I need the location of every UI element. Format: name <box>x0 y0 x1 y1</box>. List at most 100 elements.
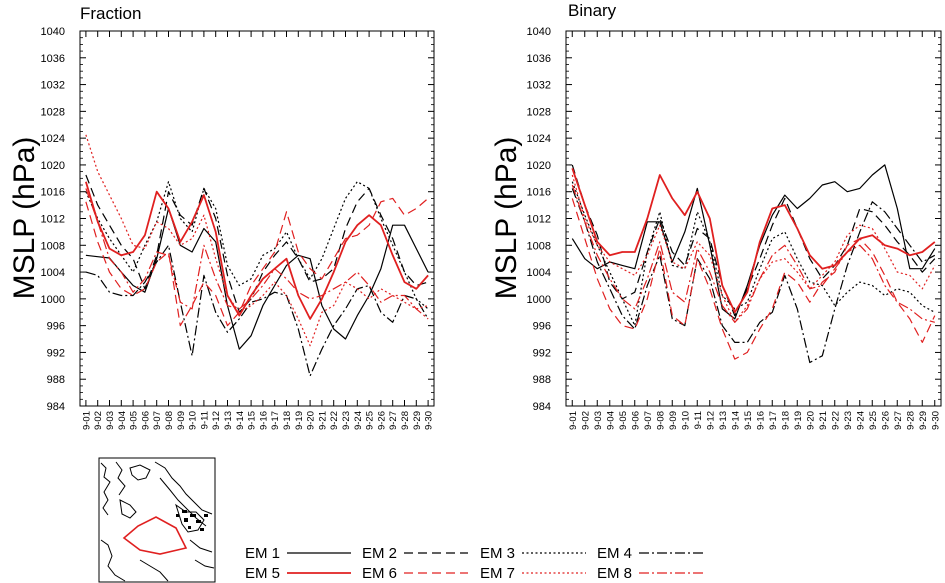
y-tick-label: 1012 <box>41 214 65 226</box>
series-line-em-7 <box>85 134 429 347</box>
series-line-em-8 <box>571 184 935 323</box>
x-tick-label: 9-21 <box>818 411 829 430</box>
x-tick-label: 9-09 <box>668 411 679 430</box>
y-tick-label: 1000 <box>41 294 65 306</box>
series-line-em-6 <box>571 198 936 360</box>
x-tick-label: 9-04 <box>117 411 128 430</box>
x-tick-label: 9-17 <box>768 411 779 430</box>
x-tick-label: 9-16 <box>755 411 766 430</box>
x-tick-label: 9-19 <box>793 411 804 430</box>
x-tick-label: 9-27 <box>388 411 399 430</box>
x-tick-label: 9-08 <box>164 411 175 430</box>
x-tick-label: 9-26 <box>376 411 387 430</box>
y-tick-label: 1004 <box>41 267 65 279</box>
x-tick-label: 9-23 <box>843 411 854 430</box>
series-line-em-8 <box>85 188 429 320</box>
x-tick-label: 9-20 <box>805 411 816 430</box>
y-tick-label: 1036 <box>41 53 65 65</box>
x-tick-label: 9-11 <box>693 411 704 429</box>
plot-frame <box>79 30 435 407</box>
plot-frame <box>565 30 942 407</box>
x-tick-label: 9-25 <box>868 411 879 430</box>
x-tick-label: 9-20 <box>306 411 317 430</box>
region-outline <box>122 516 188 555</box>
series-line-em-4 <box>85 244 429 377</box>
x-tick-label: 9-12 <box>705 411 716 430</box>
y-axis-label: MSLP (hPa) <box>490 137 523 300</box>
plot-area: 984 988 992 996 1000 1004 1008 1012 1016 1020 1024… <box>527 26 942 430</box>
series-line-em-4 <box>571 188 936 364</box>
x-tick-label: 9-30 <box>930 411 941 430</box>
legend-label: EM 8 <box>597 565 632 582</box>
x-tick-label: 9-05 <box>129 411 140 430</box>
x-tick-label: 9-03 <box>593 411 604 430</box>
x-tick-label: 9-02 <box>93 411 104 430</box>
series-line-em-6 <box>85 197 429 327</box>
y-axis-label: MSLP (hPa) <box>8 137 41 300</box>
y-tick-label: 988 <box>533 374 551 386</box>
y-tick-label: 984 <box>47 401 65 413</box>
x-tick-label: 9-28 <box>400 411 411 430</box>
x-tick-label: 9-07 <box>643 411 654 430</box>
x-tick-label: 9-27 <box>893 411 904 430</box>
x-tick-label: 9-22 <box>329 411 340 430</box>
x-tick-label: 9-22 <box>830 411 841 430</box>
y-tick-label: 1024 <box>41 133 65 145</box>
coastline-dense-islands <box>176 510 208 531</box>
x-tick-label: 9-29 <box>412 411 423 430</box>
y-tick-label: 1032 <box>527 80 551 92</box>
x-tick-label: 9-15 <box>743 411 754 430</box>
y-tick-label: 1028 <box>41 106 65 118</box>
x-tick-label: 9-04 <box>605 411 616 430</box>
series-line-em-2 <box>85 174 429 313</box>
legend: EM 1 EM 2 EM 3 EM 4 EM 5 EM 6 EM 7 EM 8 <box>245 545 703 582</box>
x-tick-label: 9-26 <box>880 411 891 430</box>
series-line-em-3 <box>571 181 936 327</box>
y-tick-label: 1040 <box>41 26 65 38</box>
legend-label: EM 1 <box>245 545 280 562</box>
x-tick-label: 9-09 <box>176 411 187 430</box>
x-tick-label: 9-06 <box>630 411 641 430</box>
x-tick-label: 9-10 <box>188 411 199 430</box>
x-tick-label: 9-01 <box>81 411 92 430</box>
y-tick-label: 992 <box>47 347 65 359</box>
y-tick-label: 1024 <box>527 133 551 145</box>
y-tick-label: 996 <box>533 321 551 333</box>
y-tick-label: 992 <box>533 347 551 359</box>
x-tick-label: 9-16 <box>258 411 269 430</box>
inset-map <box>98 457 216 583</box>
binary-panel: Binary MSLP (hPa) 984 988 992 996 1000 1004 10… <box>490 1 942 430</box>
x-tick-label: 9-18 <box>780 411 791 430</box>
legend-label: EM 6 <box>362 565 397 582</box>
legend-label: EM 5 <box>245 565 280 582</box>
x-tick-label: 9-07 <box>152 411 163 430</box>
x-tick-label: 9-17 <box>270 411 281 430</box>
y-tick-label: 1040 <box>527 26 551 38</box>
x-tick-label: 9-24 <box>855 411 866 430</box>
y-tick-label: 1012 <box>527 214 551 226</box>
x-tick-label: 9-10 <box>680 411 691 430</box>
series-line-em-5 <box>85 181 429 320</box>
y-tick-label: 1028 <box>527 106 551 118</box>
x-tick-label: 9-01 <box>568 411 579 430</box>
y-tick-label: 1016 <box>527 187 551 199</box>
panel-title: Fraction <box>80 4 141 23</box>
x-tick-label: 9-23 <box>341 411 352 430</box>
y-tick-label: 1004 <box>527 267 551 279</box>
series-line-em-3 <box>85 181 429 310</box>
series-line-em-1 <box>85 207 429 350</box>
x-tick-label: 9-02 <box>580 411 591 430</box>
x-tick-label: 9-21 <box>317 411 328 430</box>
y-tick-label: 1000 <box>527 294 551 306</box>
y-tick-label: 1036 <box>527 53 551 65</box>
x-tick-label: 9-19 <box>294 411 305 430</box>
plot-area: 984 988 992 996 1000 1004 1008 1012 1016 1020 1024… <box>41 26 435 430</box>
series-line-em-5 <box>571 168 936 314</box>
x-tick-label: 9-24 <box>353 411 364 430</box>
legend-label: EM 7 <box>480 565 515 582</box>
x-tick-label: 9-08 <box>655 411 666 430</box>
x-tick-label: 9-15 <box>247 411 258 430</box>
x-tick-label: 9-29 <box>918 411 929 430</box>
x-tick-label: 9-13 <box>718 411 729 430</box>
